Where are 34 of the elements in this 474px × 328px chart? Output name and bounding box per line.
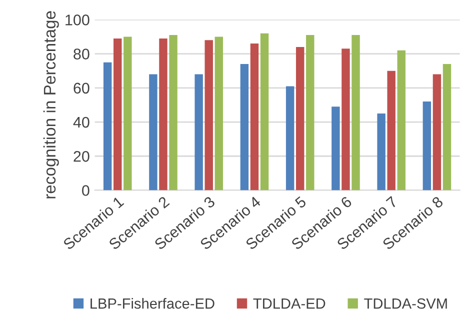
y-axis-title: recognition in Percentage [43,11,59,198]
y-tick-label: 40 [73,116,90,128]
bar [114,38,122,190]
bar [332,106,340,190]
bar [296,46,304,190]
bar [387,70,396,190]
bar [342,48,350,190]
legend-label: TDLDA-ED [253,298,326,309]
bar [352,35,360,190]
bar [204,40,213,190]
bar [397,50,406,190]
y-tick-label: 100 [66,14,90,26]
bar [432,74,442,190]
bar [103,62,112,190]
legend-label: LBP-Fisherface-ED [90,298,214,309]
bar [149,74,158,190]
bar [260,33,269,190]
bar [306,35,314,190]
bar [169,35,178,190]
bar [159,38,168,190]
bar [124,36,132,190]
bar [442,64,452,190]
y-tick-label: 80 [74,48,90,60]
legend-label: TDLDA-SVM [364,298,447,309]
bar [422,102,432,190]
y-tick-label: 60 [74,82,90,94]
bar [194,74,203,190]
y-tick-label: 0 [82,185,90,196]
y-tick-label: 20 [74,150,90,162]
bar [240,64,249,190]
bar [377,113,386,190]
bar [250,44,259,190]
bar [214,36,223,190]
bar [286,86,294,190]
